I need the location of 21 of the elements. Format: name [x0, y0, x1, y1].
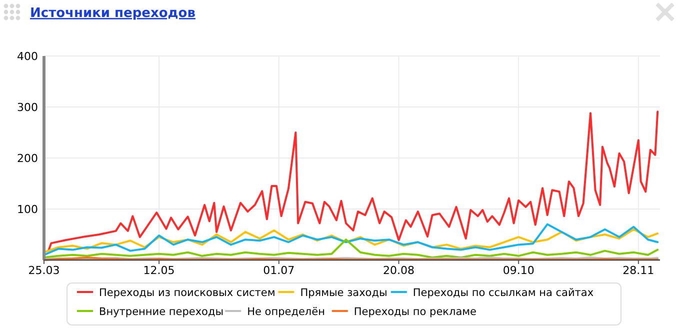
- chart-title: Источники переходов: [30, 6, 196, 21]
- x-tick-label: 09.10: [502, 264, 534, 277]
- x-tick-label: 01.07: [263, 264, 295, 277]
- y-tick-label: 400: [17, 50, 38, 63]
- line-series: [43, 228, 659, 254]
- legend-label: Переходы по ссылкам на сайтах: [412, 287, 594, 299]
- legend-label: Не определён: [247, 306, 325, 318]
- y-tick-label: 200: [17, 152, 38, 165]
- legend-label: Переходы по рекламе: [354, 306, 477, 318]
- x-tick-label: 12.05: [143, 264, 175, 277]
- y-tick-label: 100: [17, 203, 38, 216]
- legend-label: Переходы из поисковых систем: [99, 287, 276, 299]
- legend-label: Внутренние переходы: [99, 306, 224, 318]
- line-series: [48, 110, 659, 251]
- x-tick-label: 28.11: [622, 264, 654, 277]
- y-tick-label: 300: [17, 101, 38, 114]
- line-series: [43, 223, 659, 256]
- x-tick-label: 20.08: [382, 264, 414, 277]
- legend-label: Прямые заходы: [300, 287, 388, 299]
- line-series: [43, 238, 659, 258]
- x-tick-label: 25.03: [28, 264, 60, 277]
